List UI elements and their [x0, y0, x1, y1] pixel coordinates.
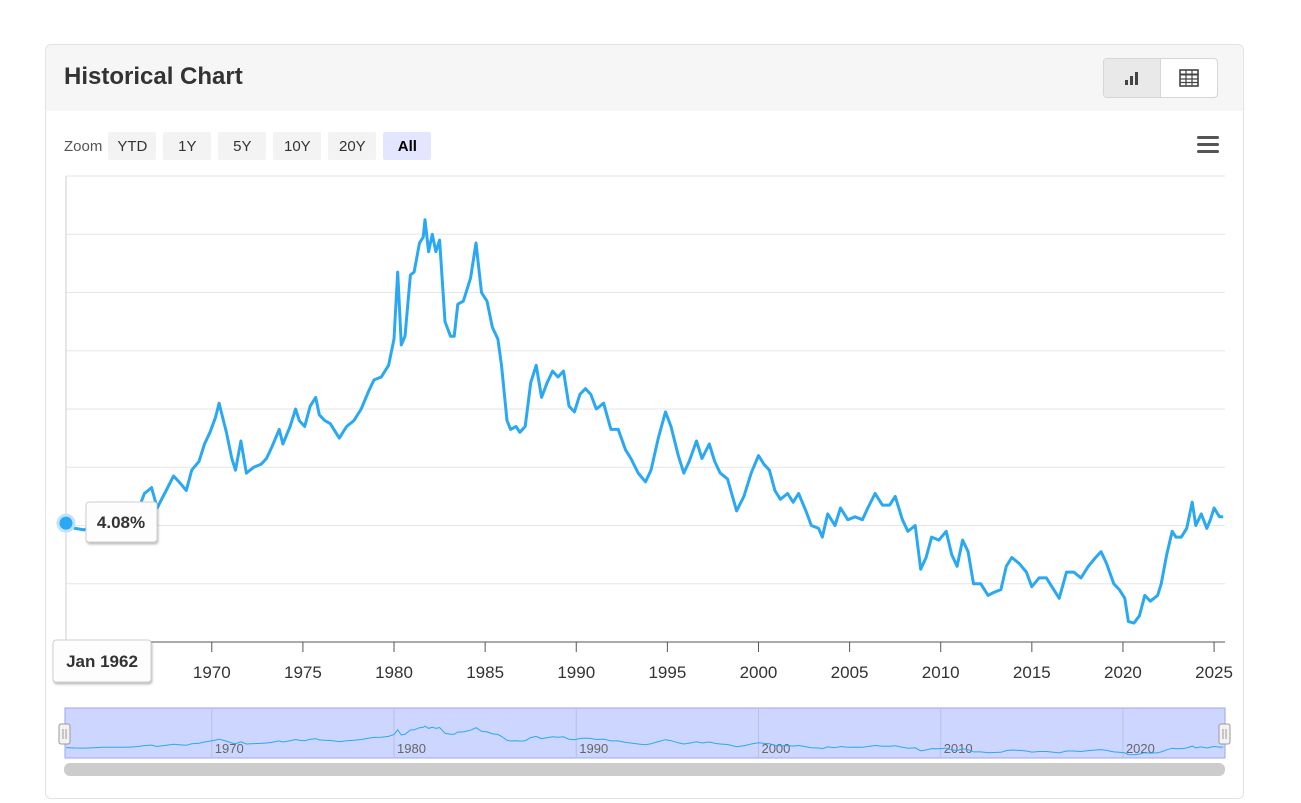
navigator-series-line [65, 725, 1224, 756]
x-tick-label: 2000 [740, 663, 778, 682]
x-tick-label: 2015 [1013, 663, 1051, 682]
x-axis-ticks: 1970 1975 1980 1985 1990 1995 2000 2005 2010 2015… [193, 642, 1233, 682]
navigator-tick-label: 2000 [761, 741, 790, 756]
zoom-ytd-button[interactable]: YTD [108, 132, 157, 160]
date-tooltip: Jan 1962 [52, 639, 152, 683]
zoom-1y-button[interactable]: 1Y [163, 132, 212, 160]
zoom-all-button[interactable]: All [383, 132, 432, 160]
navigator-right-handle[interactable] [1218, 723, 1231, 745]
x-tick-label: 2020 [1104, 663, 1142, 682]
navigator-tick-label: 2020 [1126, 741, 1155, 756]
series-line [65, 218, 1224, 625]
table-view-button[interactable] [1161, 59, 1217, 97]
card-title: Historical Chart [64, 63, 243, 90]
card-header: Historical Chart [46, 45, 1243, 111]
bar-chart-icon [1125, 72, 1138, 85]
x-tick-label: 1980 [375, 663, 413, 682]
zoom-controls: Zoom YTD 1Y 5Y 10Y 20Y All [64, 132, 438, 160]
scrollbar[interactable] [64, 763, 1225, 776]
tooltip-date: Jan 1962 [66, 652, 138, 671]
navigator-left-handle[interactable] [58, 723, 71, 745]
zoom-20y-button[interactable]: 20Y [328, 132, 377, 160]
x-tick-label: 1975 [284, 663, 322, 682]
table-grid-icon [1179, 69, 1199, 87]
x-tick-label: 2025 [1195, 663, 1233, 682]
navigator-ticks: 1970 1980 1990 2000 2010 2020 [211, 708, 1155, 758]
x-tick-label: 1995 [648, 663, 686, 682]
grid-lines [66, 175, 1225, 585]
hover-point [56, 513, 76, 533]
hamburger-menu-icon[interactable] [1197, 136, 1219, 154]
chart-view-button[interactable] [1104, 59, 1161, 97]
zoom-label: Zoom [64, 137, 103, 155]
x-tick-label: 2010 [922, 663, 960, 682]
navigator-tick-label: 1970 [215, 741, 244, 756]
x-tick-label: 1990 [557, 663, 595, 682]
historical-chart-card: Historical Chart [45, 44, 1244, 799]
navigator-tick-label: 2010 [944, 741, 973, 756]
navigator-tick-label: 1980 [397, 741, 426, 756]
view-toggle [1103, 58, 1218, 98]
x-tick-label: 1985 [466, 663, 504, 682]
navigator-window[interactable] [64, 707, 1226, 759]
value-tooltip: 4.08% [85, 501, 158, 543]
zoom-10y-button[interactable]: 10Y [273, 132, 322, 160]
tooltip-value: 4.08% [97, 513, 145, 532]
navigator-tick-label: 1990 [579, 741, 608, 756]
x-tick-label: 1970 [193, 663, 231, 682]
zoom-5y-button[interactable]: 5Y [218, 132, 267, 160]
x-tick-label: 2005 [831, 663, 869, 682]
